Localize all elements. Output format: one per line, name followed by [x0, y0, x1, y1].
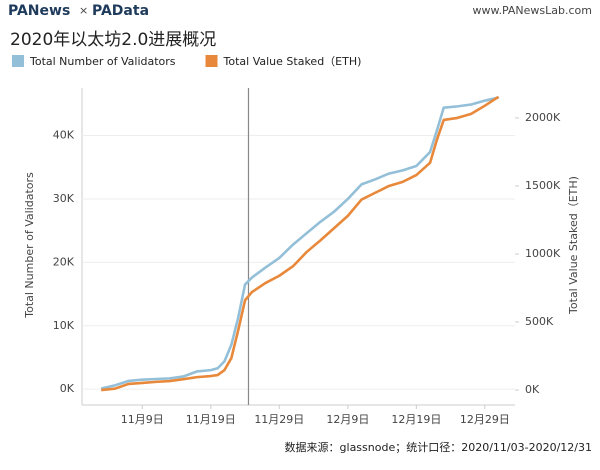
x-tick-label: 12月9日	[326, 413, 369, 426]
y2-axis-title: Total Value Staked（ETH)	[567, 176, 580, 315]
chart-title: 2020年以太坊2.0进展概况	[10, 30, 216, 50]
y2-tick-label: 500K	[525, 315, 554, 328]
site-url: www.PANewsLab.com	[473, 4, 593, 17]
footer-source: 数据来源：glassnode；统计口径：2020/11/03-2020/12/3…	[285, 440, 592, 454]
x-tick-label: 11月19日	[186, 413, 236, 426]
y2-tick-label: 0K	[525, 383, 540, 396]
y-tick-label: 20K	[53, 255, 75, 268]
x-tick-label: 12月29日	[460, 413, 510, 426]
y-tick-label: 0K	[60, 382, 75, 395]
y2-tick-label: 1500K	[525, 179, 561, 192]
y-tick-label: 10K	[53, 319, 75, 332]
series-line	[100, 96, 499, 390]
y-axis-title: Total Number of Validators	[23, 172, 36, 319]
brand: PANews	[8, 3, 70, 19]
x-tick-label: 11月29日	[254, 413, 304, 426]
y-tick-label: 30K	[53, 192, 75, 205]
legend-label: Total Value Staked（ETH)	[223, 55, 362, 68]
x-tick-label: 12月19日	[391, 413, 441, 426]
legend-label: Total Number of Validators	[29, 55, 176, 68]
y-tick-label: 40K	[53, 129, 75, 142]
legend-swatch	[205, 55, 218, 67]
y2-tick-label: 1000K	[525, 247, 561, 260]
y2-tick-label: 2000K	[525, 111, 561, 124]
brand: PAData	[92, 3, 149, 19]
legend-swatch	[12, 55, 24, 67]
separator: ×	[79, 4, 88, 17]
x-tick-label: 11月9日	[121, 413, 164, 426]
series-line	[101, 95, 500, 392]
